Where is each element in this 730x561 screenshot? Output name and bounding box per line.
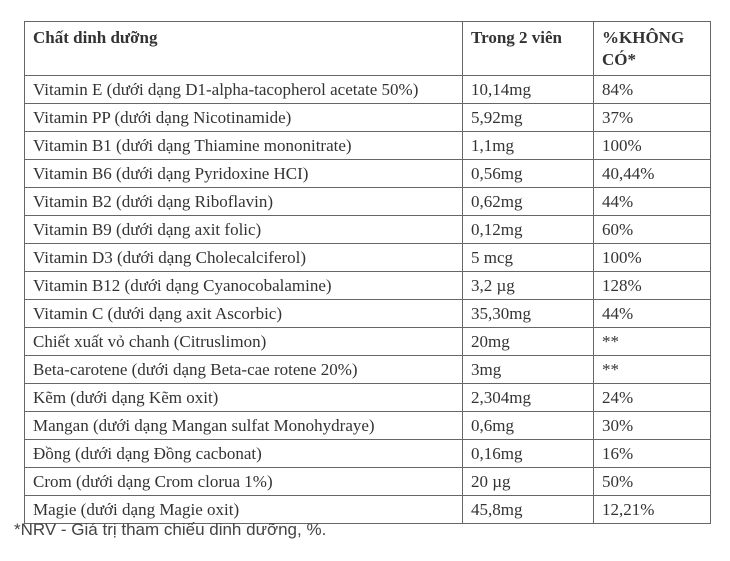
table-row: Kẽm (dưới dạng Kẽm oxit) 2,304mg 24% [24,383,711,412]
cell-nutrient: Vitamin D3 (dưới dạng Cholecalciferol) [24,243,463,272]
cell-percent: 128% [593,271,711,300]
cell-nutrient: Mangan (dưới dạng Mangan sulfat Monohydr… [24,411,463,440]
cell-amount: 0,62mg [462,187,594,216]
cell-nutrient: Vitamin C (dưới dạng axit Ascorbic) [24,299,463,328]
cell-percent: 44% [593,187,711,216]
table-body: Vitamin E (dưới dạng D1-alpha-tacopherol… [24,75,711,524]
cell-nutrient: Chiết xuất vỏ chanh (Citruslimon) [24,327,463,356]
cell-amount: 3mg [462,355,594,384]
table-row: Vitamin B9 (dưới dạng axit folic) 0,12mg 6… [24,215,711,244]
table-row: Mangan (dưới dạng Mangan sulfat Monohydr… [24,411,711,440]
cell-amount: 5 mcg [462,243,594,272]
cell-nutrient: Crom (dưới dạng Crom clorua 1%) [24,467,463,496]
cell-nutrient: Vitamin B2 (dưới dạng Riboflavin) [24,187,463,216]
cell-percent: 50% [593,467,711,496]
cell-amount: 2,304mg [462,383,594,412]
table-row: Vitamin D3 (dưới dạng Cholecalciferol) 5 … [24,243,711,272]
table-row: Beta-carotene (dưới dạng Beta-cae rotene… [24,355,711,384]
cell-amount: 20mg [462,327,594,356]
table-row: Vitamin B1 (dưới dạng Thiamine mononitra… [24,131,711,160]
cell-percent: 24% [593,383,711,412]
cell-nutrient: Vitamin PP (dưới dạng Nicotinamide) [24,103,463,132]
table-row: Vitamin B6 (dưới dạng Pyridoxine HCI) 0,5… [24,159,711,188]
table-header-row: Chất dinh dưỡng Trong 2 viên %KHÔNG CÓ* [24,21,711,76]
cell-nutrient: Vitamin B6 (dưới dạng Pyridoxine HCI) [24,159,463,188]
cell-percent: 100% [593,243,711,272]
nutrition-table: Chất dinh dưỡng Trong 2 viên %KHÔNG CÓ* … [24,21,711,524]
table-row: Magie (dưới dạng Magie oxit) 45,8mg 12,21% [24,495,711,524]
cell-percent: ** [593,355,711,384]
cell-amount: 0,16mg [462,439,594,468]
header-amount: Trong 2 viên [462,21,594,76]
table-row: Crom (dưới dạng Crom clorua 1%) 20 µg 50% [24,467,711,496]
cell-nutrient: Magie (dưới dạng Magie oxit) [24,495,463,524]
cell-percent: 37% [593,103,711,132]
cell-amount: 3,2 µg [462,271,594,300]
header-percent: %KHÔNG CÓ* [593,21,711,76]
cell-nutrient: Vitamin B1 (dưới dạng Thiamine mononitra… [24,131,463,160]
cell-percent: 16% [593,439,711,468]
cell-percent: ** [593,327,711,356]
table-row: Vitamin PP (dưới dạng Nicotinamide) 5,92m… [24,103,711,132]
cell-amount: 35,30mg [462,299,594,328]
table-row: Vitamin E (dưới dạng D1-alpha-tacopherol… [24,75,711,104]
cell-percent: 30% [593,411,711,440]
cell-percent: 40,44% [593,159,711,188]
cell-nutrient: Vitamin B12 (dưới dạng Cyanocobalamine) [24,271,463,300]
cell-amount: 0,6mg [462,411,594,440]
cell-nutrient: Vitamin E (dưới dạng D1-alpha-tacopherol… [24,75,463,104]
cell-percent: 84% [593,75,711,104]
cell-nutrient: Vitamin B9 (dưới dạng axit folic) [24,215,463,244]
cell-percent: 12,21% [593,495,711,524]
cell-amount: 5,92mg [462,103,594,132]
cell-percent: 60% [593,215,711,244]
cell-amount: 45,8mg [462,495,594,524]
table-row: Chiết xuất vỏ chanh (Citruslimon) 20mg ** [24,327,711,356]
cell-amount: 0,56mg [462,159,594,188]
cell-amount: 0,12mg [462,215,594,244]
cell-amount: 10,14mg [462,75,594,104]
table-row: Vitamin B2 (dưới dạng Riboflavin) 0,62mg 4… [24,187,711,216]
cell-percent: 44% [593,299,711,328]
cell-nutrient: Beta-carotene (dưới dạng Beta-cae rotene… [24,355,463,384]
header-nutrient: Chất dinh dưỡng [24,21,463,76]
cell-percent: 100% [593,131,711,160]
cell-nutrient: Đồng (dưới dạng Đồng cacbonat) [24,439,463,468]
table-row: Đồng (dưới dạng Đồng cacbonat) 0,16mg 16% [24,439,711,468]
cell-nutrient: Kẽm (dưới dạng Kẽm oxit) [24,383,463,412]
cell-amount: 20 µg [462,467,594,496]
footnote: *NRV - Giá trị tham chiếu dinh dưỡng, %. [14,520,327,539]
table-row: Vitamin C (dưới dạng axit Ascorbic) 35,30… [24,299,711,328]
table-row: Vitamin B12 (dưới dạng Cyanocobalamine) 3… [24,271,711,300]
cell-amount: 1,1mg [462,131,594,160]
